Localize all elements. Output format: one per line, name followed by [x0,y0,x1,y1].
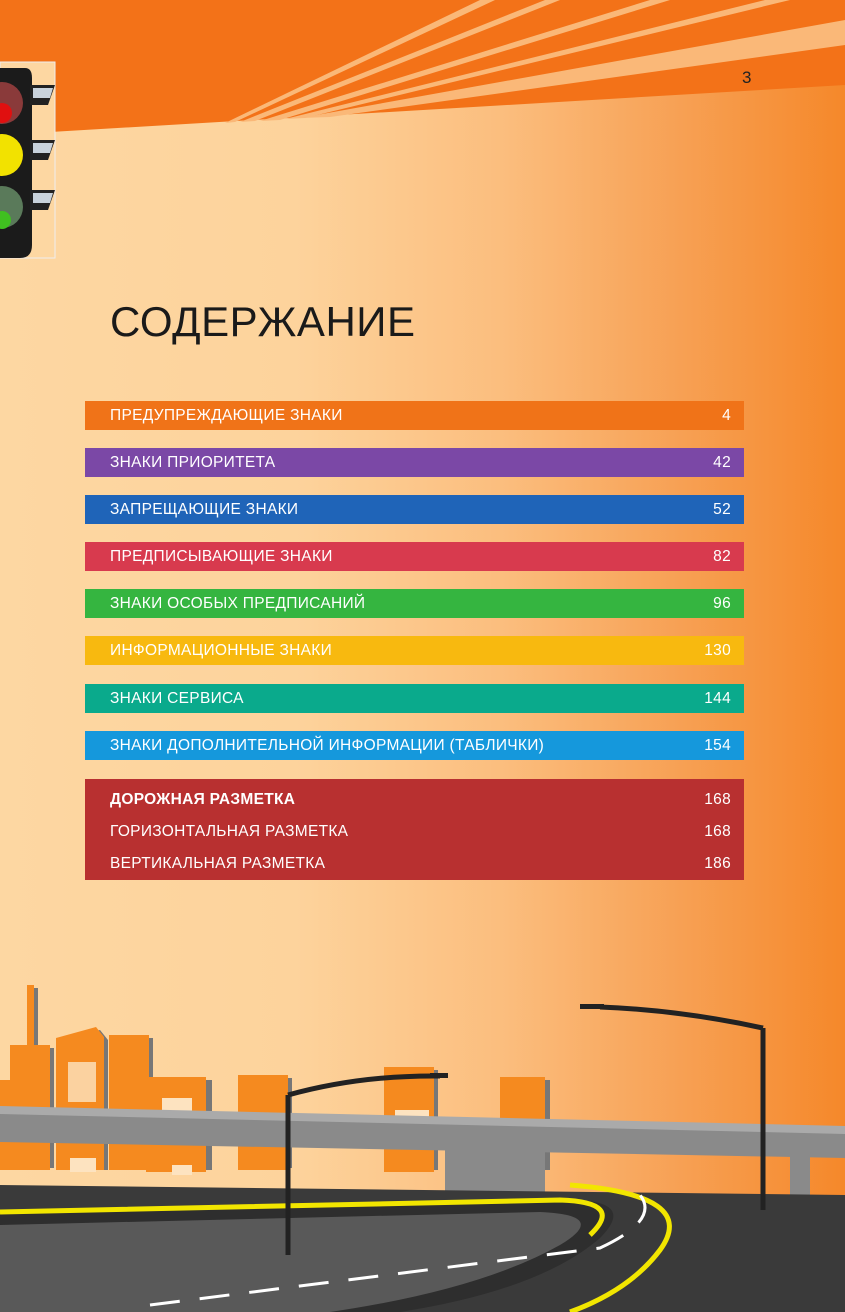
toc-item-page: 130 [704,641,731,659]
toc-item-page: 154 [704,736,731,754]
toc-item-label: ПРЕДУПРЕЖДАЮЩИЕ ЗНАКИ [110,406,343,424]
toc-item[interactable]: ЗАПРЕЩАЮЩИЕ ЗНАКИ 52 [85,495,744,524]
header-graphic [0,0,845,259]
toc-item-label: ИНФОРМАЦИОННЫЕ ЗНАКИ [110,641,333,659]
toc-item-page: 42 [713,453,731,471]
toc-section-road-markings: ДОРОЖНАЯ РАЗМЕТКА 168 ГОРИЗОНТАЛЬНАЯ РАЗМ… [85,779,744,880]
toc-item-page: 4 [722,406,731,424]
toc-item-label: ЗАПРЕЩАЮЩИЕ ЗНАКИ [110,500,299,518]
toc-item-label: ВЕРТИКАЛЬНАЯ РАЗМЕТКА [110,855,326,872]
toc-item-page: 96 [713,594,731,612]
toc-item[interactable]: ИНФОРМАЦИОННЫЕ ЗНАКИ 130 [85,636,744,665]
toc-item[interactable]: ЗНАКИ ОСОБЫХ ПРЕДПИСАНИЙ 96 [85,589,744,618]
toc-item[interactable]: ЗНАКИ ПРИОРИТЕТА 42 [85,448,744,477]
toc-item[interactable]: ДОРОЖНАЯ РАЗМЕТКА 168 [85,784,744,816]
page-title: СОДЕРЖАНИЕ [110,298,416,345]
toc-item-label: ГОРИЗОНТАЛЬНАЯ РАЗМЕТКА [110,823,349,840]
toc-item-label: ДОРОЖНАЯ РАЗМЕТКА [110,791,296,808]
toc-item-label: ЗНАКИ ПРИОРИТЕТА [110,453,276,471]
toc-item-page: 52 [713,500,731,518]
toc-item[interactable]: ВЕРТИКАЛЬНАЯ РАЗМЕТКА 186 [85,848,744,880]
toc-item[interactable]: ЗНАКИ ДОПОЛНИТЕЛЬНОЙ ИНФОРМАЦИИ (ТАБЛИЧК… [85,731,744,760]
toc-item-page: 168 [704,823,731,840]
page-number: 3 [742,68,752,87]
city-road-illustration [0,985,845,1312]
toc-item-label: ЗНАКИ ДОПОЛНИТЕЛЬНОЙ ИНФОРМАЦИИ (ТАБЛИЧК… [110,736,545,754]
toc-item-page: 82 [713,547,731,565]
toc-item-page: 144 [704,689,731,707]
toc-item-label: ПРЕДПИСЫВАЮЩИЕ ЗНАКИ [110,547,333,565]
toc-item-label: ЗНАКИ СЕРВИСА [110,689,244,707]
toc-item[interactable]: ГОРИЗОНТАЛЬНАЯ РАЗМЕТКА 168 [85,816,744,848]
traffic-light-icon [0,61,56,259]
toc-item-page: 168 [704,791,731,808]
toc-item[interactable]: ПРЕДУПРЕЖДАЮЩИЕ ЗНАКИ 4 [85,401,744,430]
toc-item[interactable]: ПРЕДПИСЫВАЮЩИЕ ЗНАКИ 82 [85,542,744,571]
toc-item[interactable]: ЗНАКИ СЕРВИСА 144 [85,684,744,713]
toc-item-label: ЗНАКИ ОСОБЫХ ПРЕДПИСАНИЙ [110,594,366,612]
toc-item-page: 186 [704,855,731,872]
